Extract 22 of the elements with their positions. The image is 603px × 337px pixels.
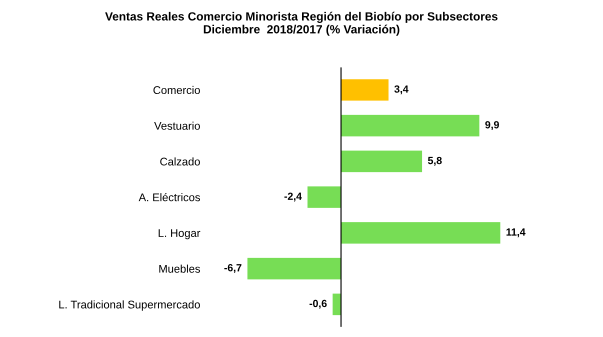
data-label: 5,8 [428, 156, 442, 166]
bar [332, 294, 342, 316]
y-tick-label: Vestuario [154, 122, 200, 130]
y-tick-label: Calzado [160, 157, 200, 166]
data-label: 11,4 [506, 228, 526, 238]
data-label: 9,9 [485, 121, 499, 130]
y-tick-label: L. Hogar [158, 229, 200, 240]
chart-title: Ventas Reales Comercio Minorista Región del Biobío por Subsectores Diciembre 2018/2017 (% Variación) [105, 12, 498, 36]
y-tick-label: Muebles [159, 264, 200, 273]
bar [341, 114, 480, 136]
data-label: -6,7 [224, 264, 242, 273]
bar [341, 79, 389, 101]
y-tick-label: L. Tradicional Supermercado [59, 300, 200, 311]
data-label: -0,6 [310, 300, 327, 309]
data-label: 3,4 [394, 85, 409, 94]
bar [341, 150, 422, 172]
bar [341, 222, 500, 244]
bar [308, 186, 342, 208]
y-tick-label: Comercio [153, 86, 200, 94]
data-label: -2,4 [284, 192, 302, 202]
bar [247, 258, 342, 280]
y-tick-label: A. Eléctricos [138, 192, 200, 202]
